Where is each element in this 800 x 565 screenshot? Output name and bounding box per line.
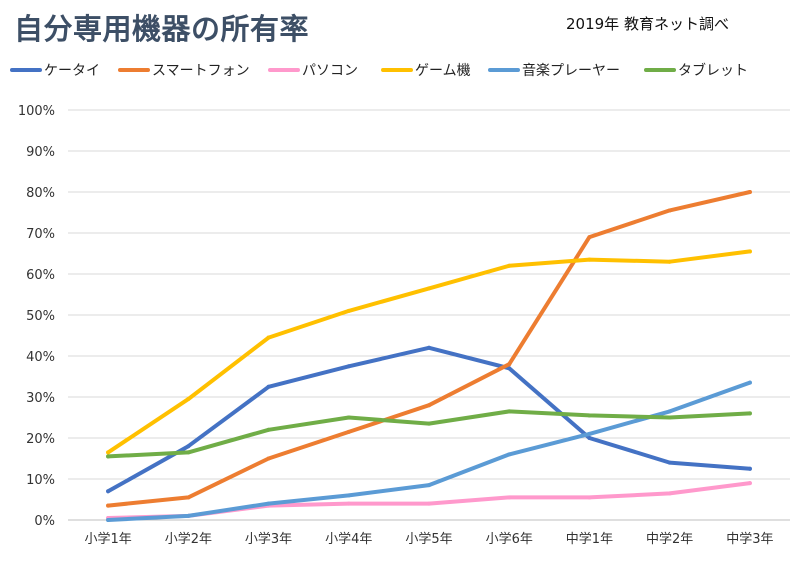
chart-source: 2019年 教育ネット調べ xyxy=(566,15,729,33)
legend-label: スマートフォン xyxy=(152,63,250,79)
data-point xyxy=(667,415,672,420)
data-point xyxy=(427,403,431,408)
y-tick-label: 60% xyxy=(26,268,55,283)
data-point xyxy=(747,411,752,416)
legend-label: ゲーム機 xyxy=(415,63,471,79)
y-tick-label: 50% xyxy=(26,309,55,324)
series-line-ケータイ xyxy=(106,345,752,494)
data-point xyxy=(106,503,111,508)
data-point xyxy=(346,429,351,434)
data-point xyxy=(507,409,512,414)
data-point xyxy=(266,501,271,506)
data-point xyxy=(587,431,592,436)
y-tick-label: 40% xyxy=(26,350,55,365)
data-point xyxy=(266,427,271,432)
data-point xyxy=(747,190,752,194)
data-point xyxy=(106,489,111,494)
data-point xyxy=(747,481,752,486)
x-axis: 小学1年 小学2年 小学3年 小学4年 小学5年 小学6年 中学1年 中学2年 中学3年 xyxy=(68,519,790,547)
data-point xyxy=(427,483,431,488)
legend: ケータイ スマートフォン パソコン ゲーム機 音楽プレーヤー タブレット xyxy=(10,62,748,79)
x-tick-label: 小学2年 xyxy=(165,531,212,547)
data-point xyxy=(106,450,111,455)
data-point xyxy=(346,415,351,420)
x-tick-label: 中学3年 xyxy=(726,531,773,547)
data-point xyxy=(266,335,271,340)
data-point xyxy=(747,466,752,471)
x-tick-label: 小学4年 xyxy=(325,531,372,547)
x-tick-label: 小学5年 xyxy=(405,531,452,547)
data-point xyxy=(507,362,512,367)
data-point xyxy=(346,364,351,369)
y-tick-label: 80% xyxy=(26,186,55,201)
data-point xyxy=(587,413,592,418)
x-tick-label: 小学1年 xyxy=(84,531,131,547)
data-point xyxy=(747,380,752,385)
data-point xyxy=(186,444,191,449)
series-lines xyxy=(106,190,752,522)
data-point xyxy=(106,518,111,522)
data-point xyxy=(747,249,752,254)
data-point xyxy=(427,286,431,291)
data-point xyxy=(106,454,111,459)
data-point xyxy=(507,452,512,457)
y-tick-label: 70% xyxy=(26,227,55,242)
legend-label: ケータイ xyxy=(44,63,100,79)
y-axis: 0% 10% 20% 30% 40% 50% 60% 70% 80% 90% 100% xyxy=(18,104,55,529)
y-tick-label: 90% xyxy=(26,145,55,160)
legend-label: パソコン xyxy=(302,63,358,79)
data-point xyxy=(427,501,431,506)
data-point xyxy=(507,495,512,500)
y-tick-label: 10% xyxy=(26,473,55,488)
legend-label: タブレット xyxy=(678,62,748,79)
data-point xyxy=(266,456,271,461)
y-tick-label: 0% xyxy=(34,514,55,529)
data-point xyxy=(507,263,512,268)
data-point xyxy=(346,493,351,498)
data-point xyxy=(346,308,351,313)
data-point xyxy=(667,409,672,414)
data-point xyxy=(667,460,672,465)
x-tick-label: 小学3年 xyxy=(245,531,292,547)
data-point xyxy=(427,421,431,426)
data-point xyxy=(427,345,431,350)
x-tick-label: 小学6年 xyxy=(486,531,533,547)
data-point xyxy=(587,235,592,240)
data-point xyxy=(186,495,191,500)
x-tick-label: 中学2年 xyxy=(646,531,693,547)
data-point xyxy=(587,436,592,440)
data-point xyxy=(667,259,672,264)
data-point xyxy=(667,491,672,496)
data-point xyxy=(587,257,592,262)
data-point xyxy=(266,384,271,389)
data-point xyxy=(587,495,592,500)
data-point xyxy=(186,397,191,402)
legend-label: 音楽プレーヤー xyxy=(522,62,620,79)
data-point xyxy=(667,208,672,213)
chart-title: 自分専用機器の所有率 xyxy=(14,12,310,46)
data-point xyxy=(507,366,512,371)
x-tick-label: 中学1年 xyxy=(566,531,613,547)
y-tick-label: 20% xyxy=(26,432,55,447)
data-point xyxy=(186,513,191,518)
y-tick-label: 30% xyxy=(26,391,55,406)
data-point xyxy=(346,501,351,506)
data-point xyxy=(186,450,191,455)
y-tick-label: 100% xyxy=(18,104,55,119)
